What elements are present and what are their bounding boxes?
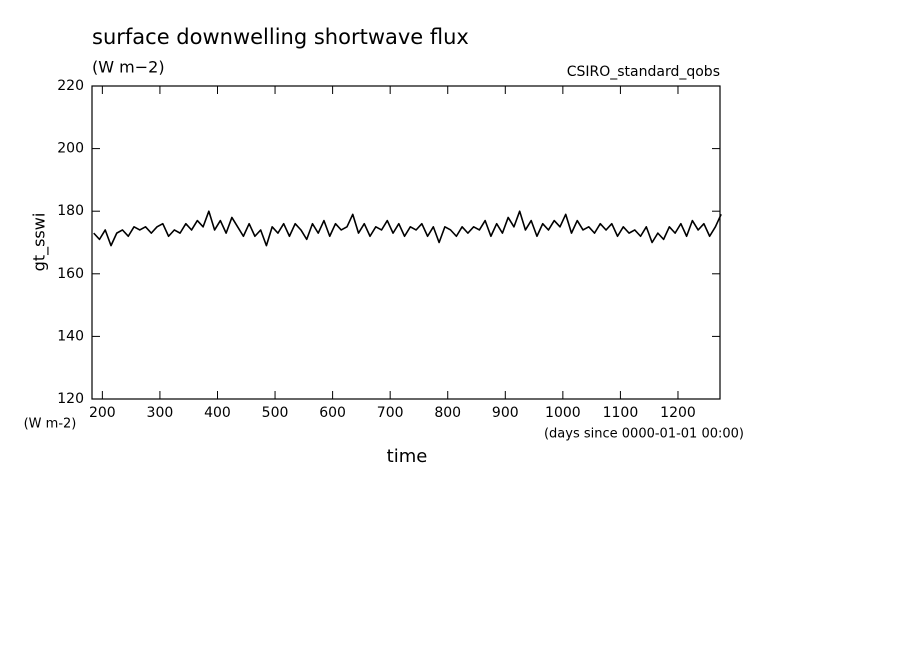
x-tick-label: 800: [434, 405, 461, 421]
dataset-label: CSIRO_standard_qobs: [567, 64, 720, 80]
data-line: [93, 210, 722, 247]
chart-subtitle: (W m−2): [92, 58, 165, 77]
x-units: (days since 0000-01-01 00:00): [544, 427, 744, 442]
y-axis-label: gt_sswi: [30, 213, 50, 272]
x-tick-label: 700: [377, 405, 404, 421]
y-units: (W m-2): [24, 417, 77, 432]
x-tick-label: 400: [204, 405, 231, 421]
y-tick-label: 220: [57, 78, 84, 94]
plot-frame: [91, 85, 721, 400]
x-tick-label: 900: [492, 405, 519, 421]
x-tick-label: 200: [89, 405, 116, 421]
x-tick-label: 600: [319, 405, 346, 421]
x-tick-label: 1000: [545, 405, 581, 421]
x-tick-label: 300: [147, 405, 174, 421]
y-tick-label: 180: [57, 203, 84, 219]
chart-title: surface downwelling shortwave flux: [92, 25, 469, 49]
x-tick-label: 500: [262, 405, 289, 421]
y-tick-label: 160: [57, 266, 84, 282]
y-tick-label: 200: [57, 141, 84, 157]
y-tick-label: 140: [57, 328, 84, 344]
x-tick-label: 1200: [660, 405, 696, 421]
x-tick-label: 1100: [603, 405, 639, 421]
x-axis-label: time: [387, 446, 428, 467]
y-tick-label: 120: [57, 391, 84, 407]
